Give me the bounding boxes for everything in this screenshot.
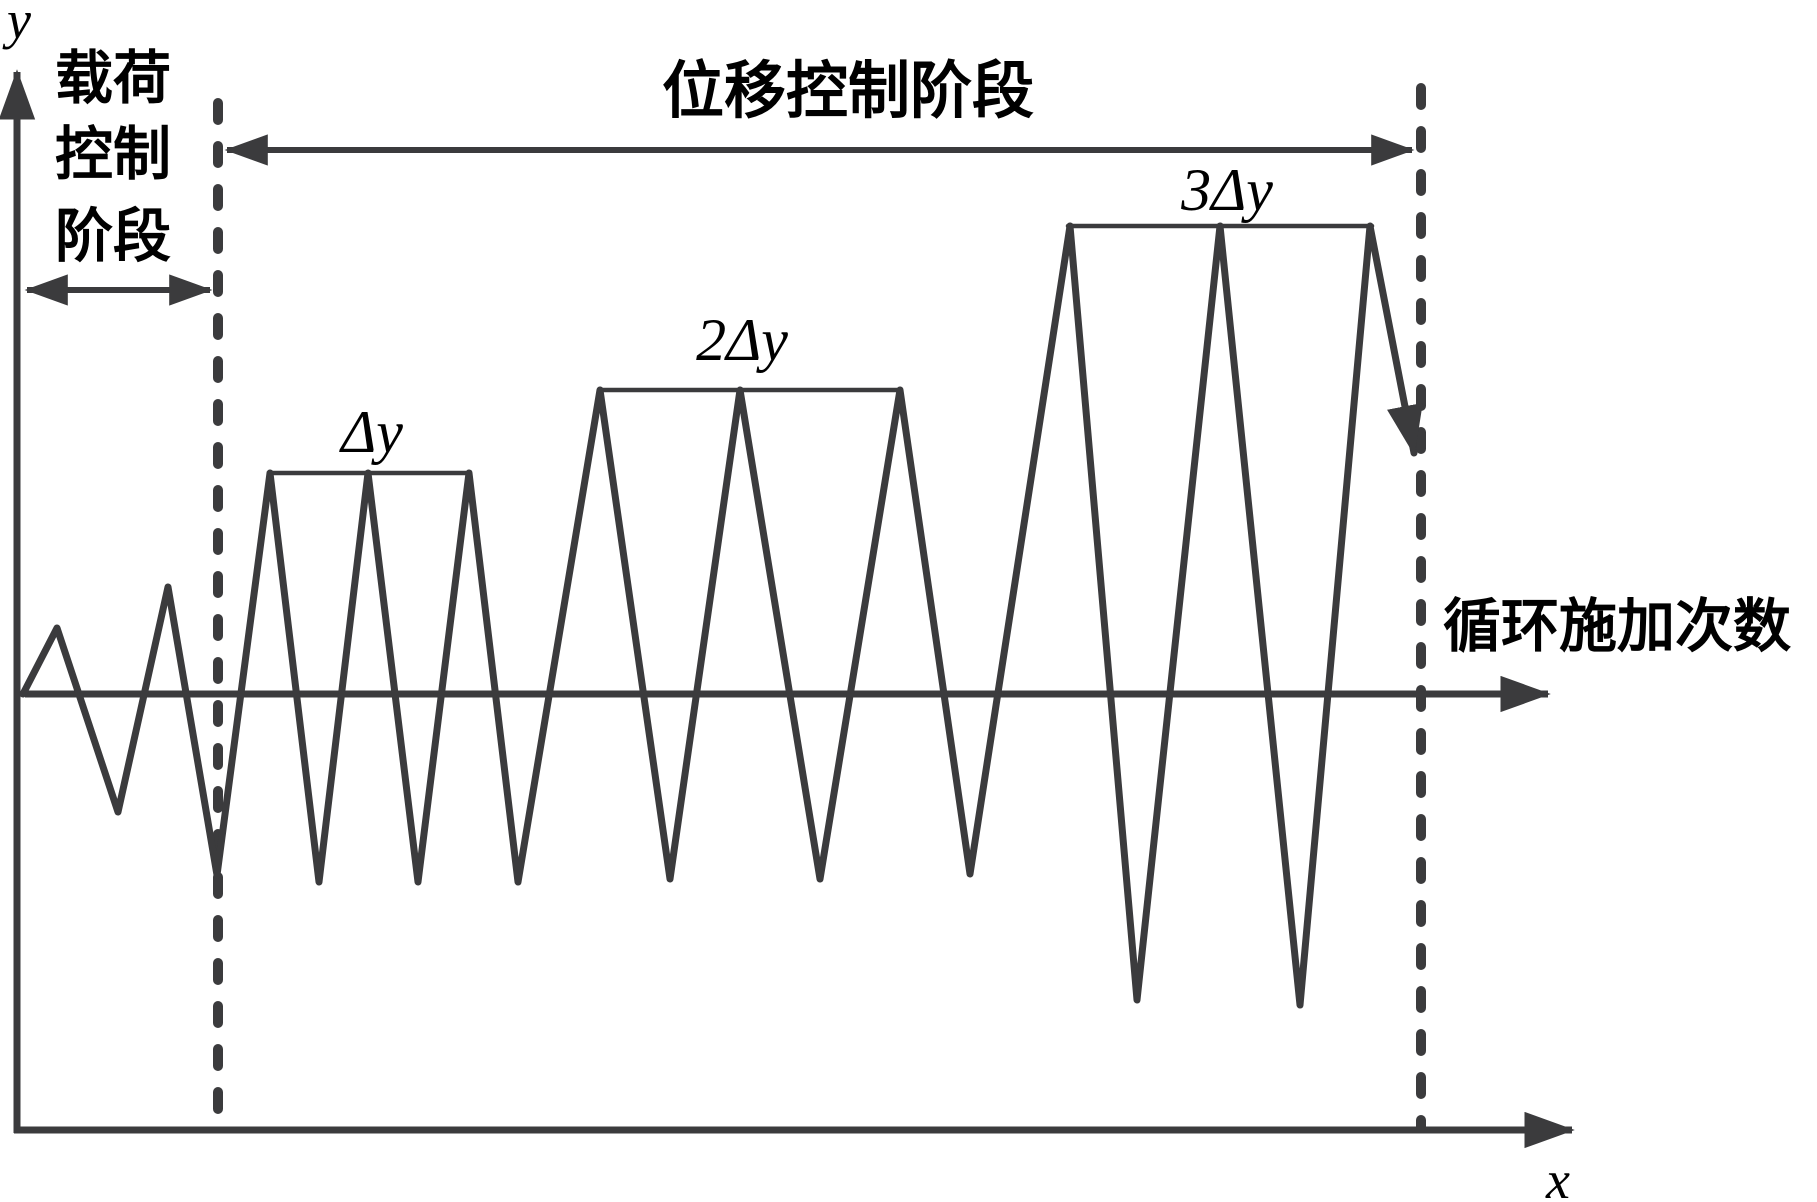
y-axis-label: y — [2, 0, 31, 50]
amplitude-label-3dy: 3Δy — [1180, 157, 1273, 223]
load-stage-label-line3: 阶段 — [55, 204, 171, 269]
x-axis-label: x — [1545, 1150, 1570, 1202]
loading-waveform — [19, 222, 1423, 1009]
load-stage-label-line1: 载荷 — [55, 46, 171, 111]
load-stage-label-line2: 控制 — [55, 122, 171, 187]
amplitude-label-dy: Δy — [339, 399, 403, 465]
cycle-count-axis-label: 循环施加次数 — [1443, 594, 1791, 659]
amplitude-label-2dy: 2Δy — [696, 307, 788, 373]
displacement-stage-label: 位移控制阶段 — [662, 57, 1034, 126]
